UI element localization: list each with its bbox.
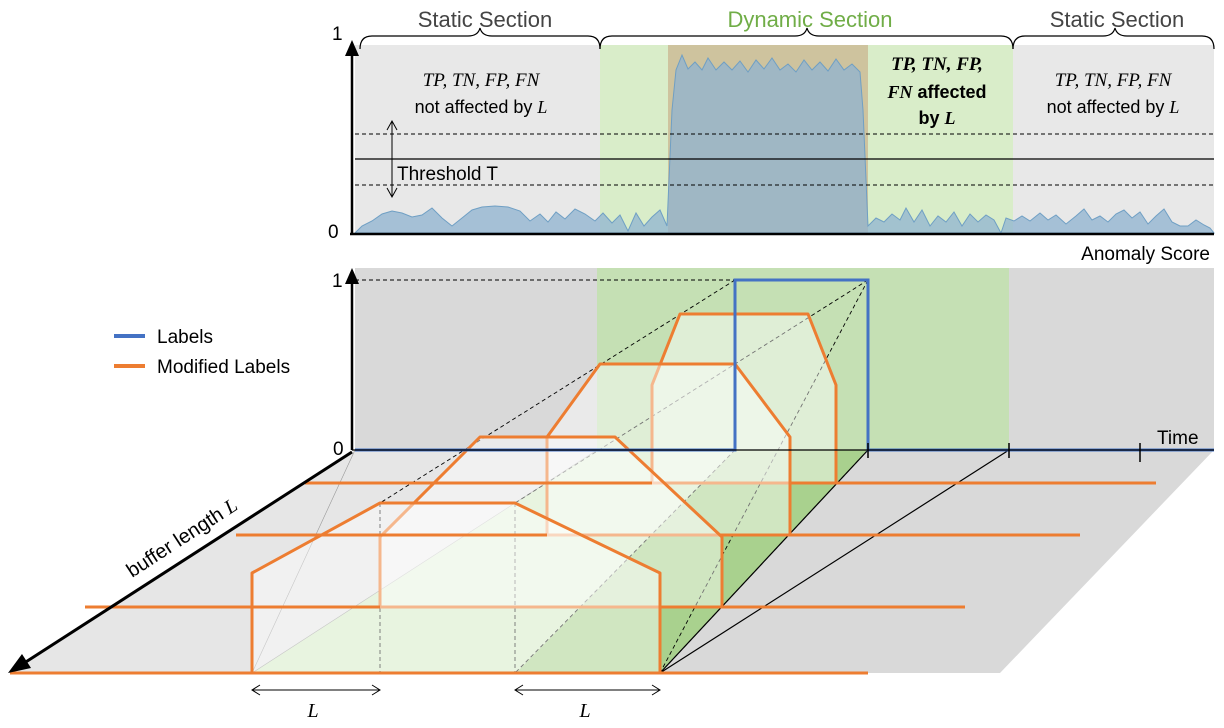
depth-guide-1 [251, 449, 356, 674]
depth-guide-4 [659, 449, 1010, 674]
dynamic-metrics-line2: FN affected [886, 82, 986, 102]
static-right-note: not affected by L [1047, 97, 1180, 117]
double-arrow-icon [251, 684, 381, 696]
brace-static-left [359, 27, 601, 50]
double-arrow-icon [386, 119, 398, 199]
dynamic-metrics-line1: TP, TN, FP, [891, 54, 983, 75]
floor-anomaly [516, 450, 868, 673]
depth-axis [17, 450, 353, 669]
static-right-metrics: TP, TN, FP, FN [1055, 70, 1173, 91]
static-left-note-var: L [536, 97, 547, 117]
dynamic-metrics-line3: by L [918, 108, 955, 128]
header-static-right: Static Section [1050, 7, 1185, 32]
static-right-note-text: not affected by [1047, 97, 1170, 117]
static-left-note: not affected by L [415, 97, 548, 117]
top-y-label-1: 1 [332, 24, 343, 45]
dynamic-metrics-var: FN [886, 82, 913, 102]
dynamic-metrics-line3-text: by [918, 108, 944, 128]
brace-dynamic [599, 27, 1014, 50]
static-left-metrics: TP, TN, FP, FN [423, 70, 541, 91]
static-region-right [1013, 45, 1214, 233]
dynamic-metrics-text: affected [912, 82, 986, 102]
brace-static-right [1012, 27, 1215, 50]
time-label: Time [1157, 428, 1199, 449]
modified-labels-profiles [250, 312, 838, 675]
floor-static-right [660, 450, 1214, 673]
static-right-note-var: L [1168, 97, 1179, 117]
dynamic-metrics-line3-var: L [944, 108, 956, 128]
header-static-left: Static Section [418, 7, 553, 32]
arrow-depth-icon [8, 654, 31, 673]
threshold-label: Threshold T [397, 164, 498, 185]
bottom-y-label-0: 0 [333, 439, 344, 460]
double-arrow-icon [514, 684, 661, 696]
top-panel: Threshold T 1 0 Anomaly Score Static Sec… [328, 7, 1216, 265]
arrow-up-icon [345, 40, 359, 56]
legend-label-modified: Modified Labels [157, 357, 290, 378]
back-wall-static-right [1009, 268, 1214, 450]
anomaly-score-label: Anomaly Score [1081, 244, 1210, 265]
modified-labels-baselines [10, 481, 1156, 675]
projection-lines [355, 279, 1009, 674]
dimension-label-right: L [578, 700, 590, 722]
bottom-y-label-1: 1 [332, 271, 343, 292]
static-left-note-text: not affected by [415, 97, 538, 117]
back-wall-dynamic [597, 268, 1009, 450]
arrow-up-icon [345, 268, 359, 284]
bottom-panel: 1 0 Time buffer length L L L [8, 268, 1214, 722]
back-wall-static-left [355, 268, 597, 450]
top-y-label-0: 0 [328, 222, 339, 243]
dimension-label-left: L [306, 700, 318, 722]
legend: Labels Modified Labels [114, 327, 290, 378]
static-region-left [355, 45, 600, 233]
anomaly-score-area [353, 53, 1216, 235]
header-dynamic: Dynamic Section [727, 7, 892, 32]
legend-label-labels: Labels [157, 327, 213, 348]
